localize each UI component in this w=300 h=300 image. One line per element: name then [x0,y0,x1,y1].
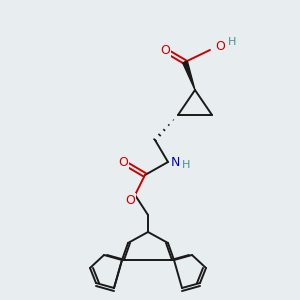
Text: O: O [125,194,135,208]
Polygon shape [183,61,195,90]
Text: O: O [215,40,225,53]
Text: O: O [160,44,170,58]
Text: N: N [171,155,180,169]
Text: H: H [182,160,190,170]
Text: O: O [118,157,128,169]
Text: H: H [228,37,236,47]
